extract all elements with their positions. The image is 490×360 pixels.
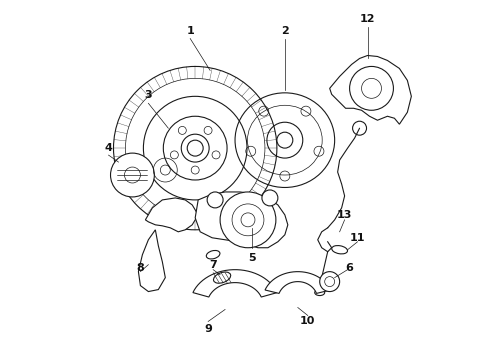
Ellipse shape xyxy=(315,289,325,296)
Text: 12: 12 xyxy=(360,14,375,24)
Text: 9: 9 xyxy=(204,324,212,334)
Polygon shape xyxy=(146,198,198,232)
Polygon shape xyxy=(265,272,331,293)
Text: 11: 11 xyxy=(350,233,366,243)
Circle shape xyxy=(353,121,367,135)
Polygon shape xyxy=(195,192,288,248)
Circle shape xyxy=(207,192,223,208)
Text: 10: 10 xyxy=(300,316,316,327)
Polygon shape xyxy=(193,270,277,297)
Ellipse shape xyxy=(206,251,220,259)
Ellipse shape xyxy=(332,246,347,254)
Ellipse shape xyxy=(214,272,231,283)
Polygon shape xyxy=(138,230,165,292)
Circle shape xyxy=(319,272,340,292)
Text: 13: 13 xyxy=(337,210,352,220)
Text: 2: 2 xyxy=(281,26,289,36)
Text: 6: 6 xyxy=(345,263,353,273)
Text: 8: 8 xyxy=(137,263,144,273)
Circle shape xyxy=(262,190,278,206)
Circle shape xyxy=(111,153,154,197)
Text: 4: 4 xyxy=(104,143,113,153)
Text: 7: 7 xyxy=(209,260,217,270)
Text: 5: 5 xyxy=(248,253,256,263)
Circle shape xyxy=(220,192,276,248)
Text: 1: 1 xyxy=(186,26,194,36)
Polygon shape xyxy=(330,55,412,124)
Text: 3: 3 xyxy=(145,90,152,100)
